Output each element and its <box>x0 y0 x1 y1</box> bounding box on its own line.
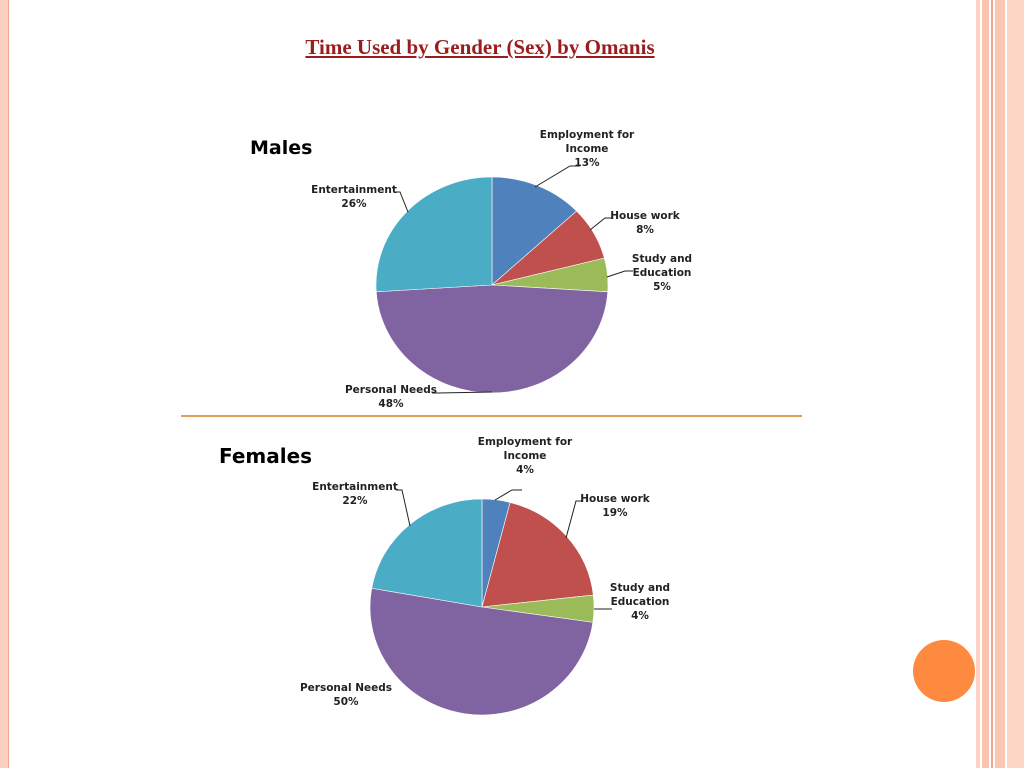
label-name-line: Study and <box>609 582 671 594</box>
label-percent: 50% <box>333 696 359 708</box>
stripe <box>976 0 980 768</box>
females-label-entertainment: Entertainment 22% <box>285 480 425 508</box>
females-leader-line-house-work <box>565 500 582 539</box>
males-leader-line-study <box>606 270 633 278</box>
label-name-line: Education <box>632 267 692 279</box>
label-name-line: Employment for <box>539 129 635 141</box>
label-name-line: Study and <box>631 253 693 265</box>
males-leader-line-employment <box>534 165 580 188</box>
label-percent: 26% <box>341 198 367 210</box>
males-slice-personal <box>375 284 609 394</box>
males-leader-line-house-work <box>589 217 612 231</box>
label-name-line: House work <box>610 210 680 222</box>
females-slice-personal <box>369 587 594 716</box>
label-name-line: Income <box>503 450 547 462</box>
label-name-line: Education <box>610 596 670 608</box>
label-percent: 4% <box>631 610 649 622</box>
males-label-house-work: House work 8% <box>575 209 715 237</box>
label-name-line: Personal Needs <box>299 682 393 694</box>
label-name-line: Entertainment <box>312 481 398 493</box>
females-chart-title: Females <box>219 444 313 468</box>
label-name-line: Entertainment <box>311 184 397 196</box>
males-slice-employment <box>491 176 578 286</box>
males-leader-line-personal <box>432 391 493 394</box>
stripe <box>982 0 989 768</box>
label-percent: 4% <box>516 464 534 476</box>
slide-title: Time Used by Gender (Sex) by Omanis <box>305 35 655 59</box>
label-percent: 48% <box>378 398 404 410</box>
females-slice-entertainment <box>371 498 483 608</box>
label-percent: 22% <box>342 495 368 507</box>
females-label-employment: Employment for Income 4% <box>455 435 595 477</box>
males-chart-title: Males <box>250 137 313 159</box>
females-label-study: Study and Education 4% <box>570 581 710 623</box>
males-label-personal: Personal Needs 48% <box>321 383 461 411</box>
decorative-orange-circle <box>913 640 975 702</box>
label-name-line: Income <box>565 143 609 155</box>
females-label-house-work: House work 19% <box>545 492 685 520</box>
label-percent: 8% <box>636 224 654 236</box>
stripe <box>1007 0 1024 768</box>
label-percent: 5% <box>653 281 671 293</box>
stripe <box>995 0 1005 768</box>
stripe <box>991 0 993 768</box>
label-name-line: House work <box>580 493 650 505</box>
females-label-personal: Personal Needs 50% <box>276 681 416 709</box>
label-percent: 13% <box>574 157 600 169</box>
males-leader-line-entertainment <box>394 191 409 213</box>
females-leader-line-employment <box>494 489 522 501</box>
females-leader-line-entertainment <box>396 489 411 527</box>
label-percent: 19% <box>602 507 628 519</box>
right-decorative-stripes <box>976 0 1024 768</box>
left-decorative-bar <box>0 0 9 768</box>
label-name-line: Personal Needs <box>344 384 438 396</box>
males-label-employment: Employment for Income 13% <box>517 128 657 170</box>
males-label-study: Study and Education 5% <box>592 252 732 294</box>
section-divider <box>181 415 802 417</box>
label-name-line: Employment for <box>477 436 573 448</box>
males-label-entertainment: Entertainment 26% <box>284 183 424 211</box>
